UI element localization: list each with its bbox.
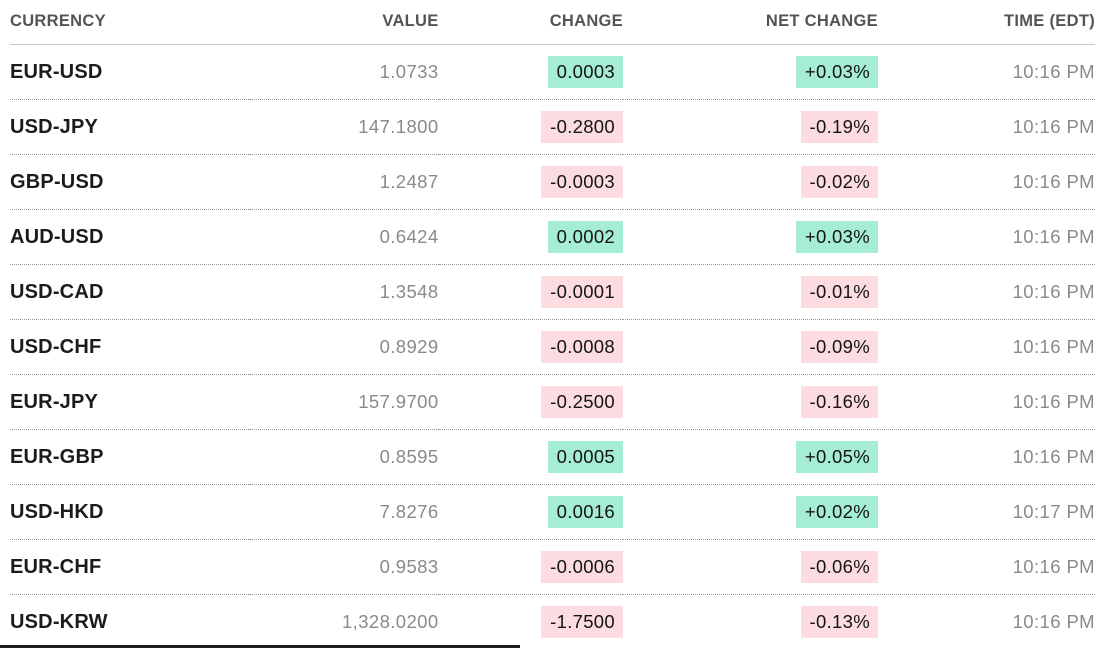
net-change-chip: -0.01% xyxy=(800,276,878,308)
column-header-value: VALUE xyxy=(382,12,439,30)
time-cell: 10:16 PM xyxy=(1012,556,1095,577)
value-cell: 0.8595 xyxy=(379,446,439,467)
table-row: EUR-GBP 0.8595 0.0005 +0.05% 10:16 PM xyxy=(10,430,1095,485)
net-change-chip: -0.16% xyxy=(800,386,878,418)
net-change-chip: +0.05% xyxy=(795,441,878,473)
currency-pair-link[interactable]: EUR-USD xyxy=(10,60,103,83)
table-row: USD-CAD 1.3548 -0.0001 -0.01% 10:16 PM xyxy=(10,265,1095,320)
currency-pair-link[interactable]: AUD-USD xyxy=(10,225,104,248)
change-chip: -0.0006 xyxy=(541,551,623,583)
net-change-chip: -0.13% xyxy=(800,606,878,639)
time-cell: 10:16 PM xyxy=(1012,446,1095,467)
table-row: USD-KRW 1,328.0200 -1.7500 -0.13% 10:16 … xyxy=(10,595,1095,650)
value-cell: 7.8276 xyxy=(379,501,439,522)
net-change-chip: -0.19% xyxy=(800,111,878,143)
time-cell: 10:16 PM xyxy=(1012,171,1095,192)
time-cell: 10:16 PM xyxy=(1012,116,1095,137)
currency-pair-link[interactable]: EUR-GBP xyxy=(10,445,104,468)
net-change-chip: -0.02% xyxy=(800,166,878,198)
table-row: AUD-USD 0.6424 0.0002 +0.03% 10:16 PM xyxy=(10,210,1095,265)
table-row: USD-HKD 7.8276 0.0016 +0.02% 10:17 PM xyxy=(10,485,1095,540)
currency-table: CURRENCY VALUE CHANGE NET CHANGE TIME (E… xyxy=(10,0,1095,650)
time-cell: 10:16 PM xyxy=(1012,391,1095,412)
value-cell: 157.9700 xyxy=(358,391,439,412)
currency-pair-link[interactable]: EUR-CHF xyxy=(10,555,102,578)
currency-pair-link[interactable]: USD-CAD xyxy=(10,280,104,303)
value-cell: 1.2487 xyxy=(379,171,439,192)
time-cell: 10:16 PM xyxy=(1012,281,1095,302)
column-header-time: TIME (EDT) xyxy=(1004,12,1095,30)
value-cell: 1.0733 xyxy=(379,61,439,82)
bottom-partial-rule xyxy=(0,645,520,648)
change-chip: -0.0008 xyxy=(541,331,623,363)
change-chip: 0.0002 xyxy=(547,221,623,253)
table-row: EUR-USD 1.0733 0.0003 +0.03% 10:16 PM xyxy=(10,45,1095,100)
change-chip: 0.0003 xyxy=(547,56,623,88)
value-cell: 147.1800 xyxy=(358,116,439,137)
change-chip: -0.0003 xyxy=(541,166,623,198)
time-cell: 10:16 PM xyxy=(1012,226,1095,247)
value-cell: 0.8929 xyxy=(379,336,439,357)
column-header-net-change: NET CHANGE xyxy=(765,12,878,30)
net-change-chip: +0.03% xyxy=(795,221,878,253)
table-row: GBP-USD 1.2487 -0.0003 -0.02% 10:16 PM xyxy=(10,155,1095,210)
value-cell: 0.9583 xyxy=(379,556,439,577)
value-cell: 1,328.0200 xyxy=(341,611,439,633)
change-chip: 0.0016 xyxy=(547,496,623,528)
currency-pair-link[interactable]: USD-JPY xyxy=(10,115,99,138)
change-chip: -0.2800 xyxy=(541,111,623,143)
change-chip: -0.0001 xyxy=(541,276,623,308)
column-header-currency: CURRENCY xyxy=(10,12,106,30)
currency-pair-link[interactable]: USD-CHF xyxy=(10,335,102,358)
table-row: EUR-CHF 0.9583 -0.0006 -0.06% 10:16 PM xyxy=(10,540,1095,595)
net-change-chip: -0.09% xyxy=(800,331,878,363)
value-cell: 0.6424 xyxy=(379,226,439,247)
table-row: USD-JPY 147.1800 -0.2800 -0.19% 10:16 PM xyxy=(10,100,1095,155)
time-cell: 10:16 PM xyxy=(1012,61,1095,82)
currency-pair-link[interactable]: USD-HKD xyxy=(10,500,104,523)
net-change-chip: +0.02% xyxy=(795,496,878,528)
net-change-chip: +0.03% xyxy=(795,56,878,88)
change-chip: 0.0005 xyxy=(547,441,623,473)
table-header-row: CURRENCY VALUE CHANGE NET CHANGE TIME (E… xyxy=(10,0,1095,45)
value-cell: 1.3548 xyxy=(379,281,439,302)
currency-pair-link[interactable]: GBP-USD xyxy=(10,170,104,193)
currency-pair-link[interactable]: USD-KRW xyxy=(10,610,108,633)
change-chip: -0.2500 xyxy=(541,386,623,418)
table-row: EUR-JPY 157.9700 -0.2500 -0.16% 10:16 PM xyxy=(10,375,1095,430)
time-cell: 10:17 PM xyxy=(1012,501,1095,522)
time-cell: 10:16 PM xyxy=(1012,611,1095,633)
time-cell: 10:16 PM xyxy=(1012,336,1095,357)
column-header-change: CHANGE xyxy=(549,12,623,30)
net-change-chip: -0.06% xyxy=(800,551,878,583)
change-chip: -1.7500 xyxy=(541,606,623,639)
table-row: USD-CHF 0.8929 -0.0008 -0.09% 10:16 PM xyxy=(10,320,1095,375)
currency-pair-link[interactable]: EUR-JPY xyxy=(10,390,99,413)
